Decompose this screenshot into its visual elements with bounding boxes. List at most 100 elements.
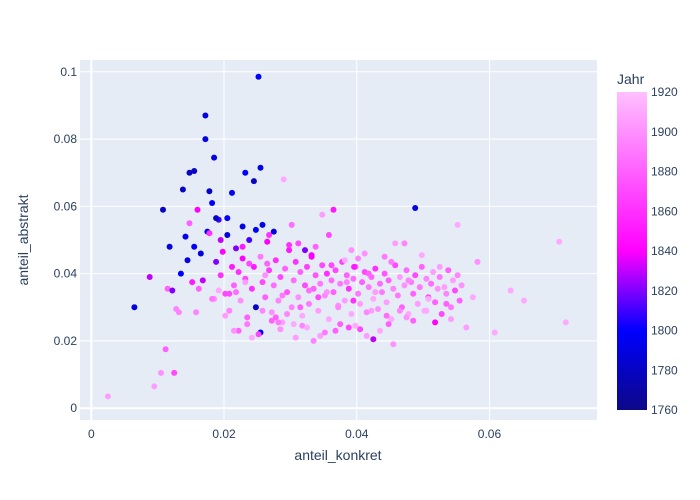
data-point (255, 331, 262, 338)
data-point (299, 312, 306, 319)
data-point (319, 211, 326, 218)
colorbar-tick-label: 1800 (651, 324, 678, 338)
data-point (388, 316, 395, 323)
data-point (323, 270, 330, 277)
data-point (418, 263, 425, 270)
data-point (372, 289, 379, 296)
data-point (348, 247, 355, 254)
data-point (239, 243, 246, 250)
data-point (325, 316, 332, 323)
data-point (304, 263, 310, 270)
data-point (390, 341, 397, 348)
data-point (491, 329, 498, 336)
data-point (233, 289, 239, 296)
data-point (423, 307, 430, 314)
data-point (255, 73, 262, 80)
data-point (556, 238, 563, 245)
data-point (352, 322, 359, 329)
data-point (171, 369, 178, 376)
data-point (189, 279, 196, 286)
data-point (345, 324, 352, 331)
data-point (166, 243, 173, 250)
data-point (445, 267, 452, 274)
y-tick-label: 0.04 (54, 267, 78, 281)
data-point (414, 300, 421, 307)
data-point (341, 257, 348, 264)
data-point (317, 280, 324, 287)
data-point (193, 309, 200, 316)
data-point (403, 267, 410, 274)
data-point (246, 237, 253, 243)
data-point (365, 270, 372, 277)
data-point (233, 245, 239, 252)
data-point (425, 295, 432, 302)
data-point (341, 297, 348, 304)
data-point (317, 332, 324, 339)
data-point (219, 248, 226, 255)
data-point (191, 243, 198, 250)
data-point (259, 221, 266, 228)
data-point (454, 221, 461, 228)
grid-lines (80, 60, 597, 420)
data-points (104, 73, 569, 400)
data-point (428, 280, 435, 287)
data-point (388, 258, 395, 265)
x-tick-labels: 0 0.02 0.04 0.06 (88, 427, 502, 441)
data-point (312, 272, 319, 279)
data-point (308, 253, 315, 260)
data-point (335, 304, 342, 311)
data-point (430, 269, 437, 275)
data-point (463, 324, 470, 331)
data-point (328, 277, 335, 284)
data-point (268, 309, 275, 316)
data-point (392, 240, 399, 247)
data-point (394, 292, 401, 299)
data-point (436, 274, 443, 280)
data-point (209, 200, 216, 206)
data-point (270, 282, 277, 289)
colorbar-tick-label: 1920 (651, 85, 678, 99)
data-point (244, 321, 251, 328)
data-point (434, 285, 441, 292)
data-point (448, 304, 454, 311)
data-point (264, 238, 271, 245)
data-point (284, 289, 291, 296)
data-point (248, 285, 255, 292)
y-tick-label: 0.1 (60, 65, 77, 79)
data-point (235, 327, 242, 334)
data-point (348, 311, 355, 317)
data-point (211, 154, 218, 161)
data-point (295, 240, 302, 247)
data-point (266, 267, 273, 274)
data-point (370, 295, 377, 302)
data-point (302, 247, 308, 254)
data-point (257, 164, 264, 171)
data-point (359, 279, 366, 286)
data-point (405, 277, 412, 284)
data-point (264, 260, 271, 267)
data-point (277, 274, 284, 280)
data-point (184, 257, 191, 264)
data-point (521, 297, 527, 304)
data-point (242, 279, 249, 286)
data-point (469, 294, 476, 301)
data-point (252, 304, 259, 311)
data-point (224, 232, 231, 238)
data-point (158, 369, 164, 376)
data-point (262, 294, 269, 301)
data-point (401, 240, 408, 247)
data-point (186, 220, 193, 227)
data-point (474, 258, 481, 265)
data-point (315, 307, 322, 314)
data-point (412, 205, 419, 211)
data-point (319, 262, 326, 269)
data-point (272, 257, 279, 264)
data-point (350, 275, 357, 282)
data-point (312, 243, 319, 250)
data-point (372, 265, 379, 272)
data-point (275, 319, 282, 326)
plot-background (80, 60, 597, 420)
data-point (279, 292, 286, 299)
colorbar-tick-labels: 1760 1780 1800 1820 1840 1860 1880 1900 1920 (651, 85, 678, 417)
data-point (452, 287, 458, 294)
